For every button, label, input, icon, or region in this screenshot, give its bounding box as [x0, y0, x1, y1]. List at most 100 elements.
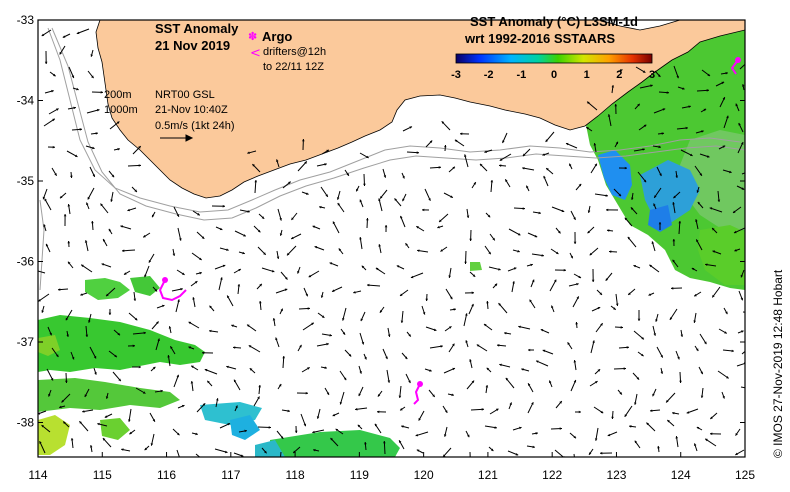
current-vector-head [546, 168, 549, 171]
current-vector-head [624, 217, 628, 221]
current-vector-head [144, 274, 147, 278]
current-vector-head [484, 324, 487, 327]
current-vector-head [247, 151, 250, 154]
current-vector-head [734, 230, 737, 234]
current-vector-head [39, 441, 42, 444]
current-vector-head [396, 265, 400, 268]
current-vector-head [177, 299, 180, 302]
current-vector-head [606, 208, 609, 212]
current-vector-head [52, 145, 55, 149]
current-vector-head [394, 198, 397, 201]
current-vector-head [691, 268, 695, 271]
current-vector-head [332, 289, 335, 292]
current-vector-head [611, 416, 614, 419]
current-vector-head [642, 70, 646, 73]
lat-label: -33 [17, 13, 35, 27]
current-vector-head [452, 343, 455, 347]
current-vector-head [615, 303, 619, 306]
vector-scale-arrow [160, 134, 194, 142]
current-vector [176, 449, 180, 457]
current-vector-head [541, 254, 544, 257]
current-vector-head [63, 421, 66, 424]
current-vector-head [325, 194, 328, 197]
current-vector-head [532, 445, 535, 449]
current-vector-head [377, 394, 381, 397]
current-vector-head [70, 438, 74, 441]
current-vector-head [59, 405, 62, 409]
current-vector-head [385, 356, 388, 360]
current-vector-head [578, 183, 582, 187]
current-vector-head [383, 175, 387, 178]
colorbar-tick-label: 3 [649, 69, 655, 81]
current-vector-head [706, 89, 709, 92]
current-vector-head [439, 219, 442, 222]
current-vector-head [108, 228, 112, 232]
current-vector-head [71, 75, 75, 78]
current-vector-head [415, 433, 419, 437]
current-vector-head [264, 450, 267, 454]
current-vector-head [467, 434, 470, 438]
current-vector-head [67, 204, 71, 207]
current-vector-head [465, 340, 468, 343]
current-vector-head [92, 174, 95, 177]
current-vector-head [650, 84, 653, 88]
current-vector-head [41, 310, 44, 313]
current-vector-head [84, 240, 88, 243]
current-vector-head [42, 196, 46, 200]
current-vector-head [91, 221, 94, 224]
current-vector-head [672, 259, 675, 263]
current-vector-head [312, 430, 315, 434]
current-vector-head [729, 170, 732, 174]
current-vector-head [443, 454, 446, 457]
current-vector-head [591, 279, 595, 282]
current-vector-head [291, 217, 294, 220]
current-vector-head [132, 344, 135, 348]
current-vector-head [201, 236, 205, 239]
current-vector-head [450, 195, 453, 198]
current-vector-head [454, 139, 458, 143]
current-vector-head [74, 154, 78, 157]
current-vector-head [653, 203, 656, 207]
current-vector-head [234, 379, 237, 383]
current-vector-head [712, 294, 715, 298]
current-vector-head [285, 277, 288, 280]
argo-legend-label: Argo [262, 29, 292, 44]
current-vector-head [134, 189, 137, 192]
current-vector-head [67, 241, 71, 244]
current-vector-head [643, 179, 647, 183]
current-vector-head [360, 318, 364, 322]
current-vector-head [367, 283, 370, 287]
current-vector-head [487, 214, 491, 218]
current-vector-head [121, 448, 124, 451]
current-vector-head [526, 185, 529, 189]
current-vector-head [464, 154, 467, 157]
current-vector-head [144, 447, 148, 451]
current-vector-head [717, 199, 721, 202]
current-vector-head [676, 75, 679, 79]
lon-label: 117 [221, 468, 240, 482]
current-vector-head [49, 332, 52, 336]
current-vector-head [307, 367, 310, 370]
current-vector-head [400, 293, 403, 296]
current-vector-head [469, 459, 472, 461]
current-vector-head [50, 377, 54, 381]
current-vector [741, 350, 745, 355]
current-vector-head [641, 353, 644, 357]
current-vector-head [329, 333, 332, 337]
current-vector-head [93, 355, 97, 359]
current-vector-head [600, 410, 604, 414]
current-vector-head [614, 104, 618, 107]
current-vector-head [408, 334, 411, 337]
current-vector-head [359, 199, 363, 203]
current-vector-head [422, 208, 425, 212]
current-vector-head [658, 145, 661, 149]
current-vector-head [605, 278, 609, 281]
current-vector-head [451, 393, 454, 397]
current-vector-head [701, 130, 704, 133]
current-vector-head [122, 249, 125, 253]
current-vector-head [624, 414, 628, 417]
current-vector-head [696, 239, 699, 242]
current-vector-head [168, 326, 172, 329]
current-vector-head [672, 239, 676, 242]
